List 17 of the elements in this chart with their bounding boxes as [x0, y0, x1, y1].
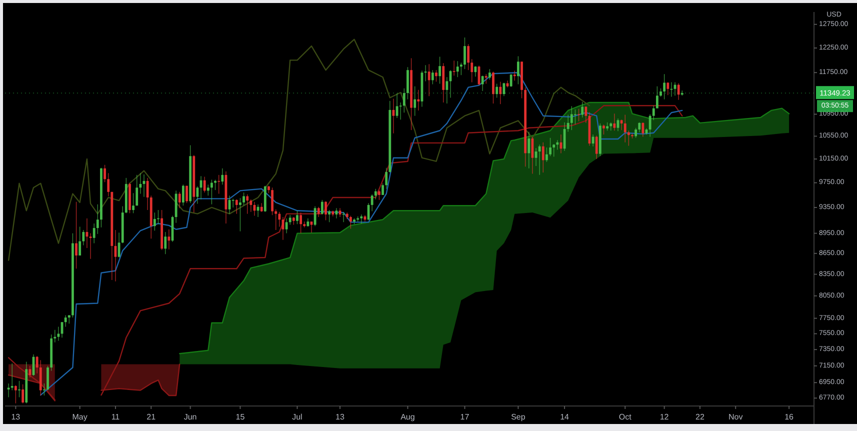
- x-tick-label: 14: [560, 412, 570, 422]
- x-tick-label: 22: [696, 412, 705, 422]
- x-tick-label: 11: [111, 412, 120, 422]
- x-tick-label: 21: [146, 412, 156, 422]
- x-tick-label: Jun: [184, 412, 197, 422]
- x-tick-label: 13: [11, 412, 21, 422]
- x-tick-label: Sep: [511, 412, 526, 422]
- x-tick-label: Oct: [618, 412, 632, 422]
- x-tick-label: 13: [336, 412, 345, 422]
- x-tick-label: Aug: [400, 412, 415, 422]
- x-tick-label: 15: [236, 412, 246, 422]
- x-tick-label: Jul: [292, 412, 303, 422]
- x-tick-label: 12: [660, 412, 670, 422]
- x-tick-label: May: [72, 412, 88, 422]
- x-tick-label: 16: [784, 412, 794, 422]
- x-tick-label: Nov: [728, 412, 743, 422]
- x-tick-label: 17: [460, 412, 470, 422]
